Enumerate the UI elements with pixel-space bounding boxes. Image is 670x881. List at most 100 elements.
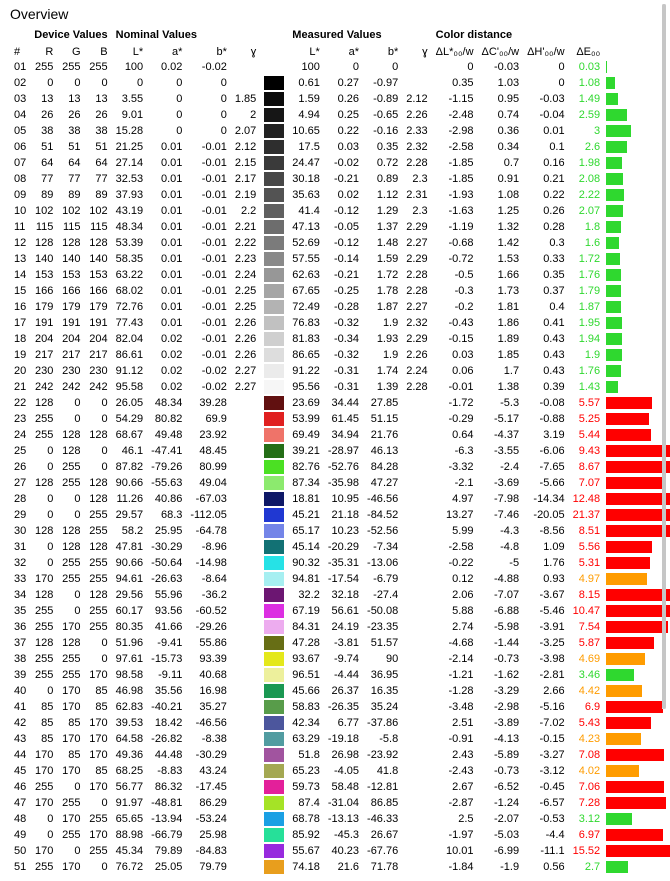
delta-e-value: 2.6: [569, 139, 605, 155]
color-swatch: [264, 316, 284, 330]
delta-e-value: 5.25: [569, 411, 605, 427]
delta-e-value: 9.43: [569, 443, 605, 459]
col-b: B: [85, 45, 112, 59]
delta-e-value: 10.47: [569, 603, 605, 619]
delta-e-value: 1.43: [569, 379, 605, 395]
color-swatch: [264, 796, 284, 810]
delta-e-value: 15.52: [569, 843, 605, 859]
delta-e-bar: [606, 125, 631, 137]
color-swatch: [264, 812, 284, 826]
color-swatch: [264, 716, 284, 730]
delta-e-bar: [606, 253, 620, 265]
color-swatch: [264, 172, 284, 186]
color-swatch: [264, 236, 284, 250]
delta-e-bar: [606, 845, 670, 857]
delta-e-bar: [606, 301, 621, 313]
delta-e-bar: [606, 477, 664, 489]
delta-e-bar: [606, 509, 670, 521]
delta-e-value: 5.57: [569, 395, 605, 411]
col-mb: b*: [363, 45, 402, 59]
delta-e-bar: [606, 781, 664, 793]
delta-e-bar: [606, 333, 622, 345]
scrollbar[interactable]: [662, 4, 666, 709]
delta-e-bar: [606, 461, 670, 473]
color-swatch: [264, 380, 284, 394]
table-row: 3925525517098.58-9.1140.6896.51-4.4436.9…: [10, 667, 670, 683]
delta-e-value: 7.08: [569, 747, 605, 763]
delta-e-bar: [606, 205, 623, 217]
delta-e-bar: [606, 189, 624, 201]
delta-e-value: 1.49: [569, 91, 605, 107]
table-row: 1719119119177.430.01-0.012.2676.83-0.321…: [10, 315, 670, 331]
color-swatch: [264, 476, 284, 490]
delta-e-value: 6.97: [569, 827, 605, 843]
delta-e-value: 1.72: [569, 251, 605, 267]
overview-title: Overview: [10, 6, 660, 22]
delta-e-value: 1.08: [569, 75, 605, 91]
color-swatch: [264, 188, 284, 202]
color-swatch: [264, 60, 284, 74]
table-row: 290025529.5768.3-112.0545.2121.18-84.521…: [10, 507, 670, 523]
group-device: Device Values: [30, 28, 111, 45]
group-nominal: Nominal Values: [112, 28, 261, 45]
delta-e-bar: [606, 765, 639, 777]
table-row: 0651515121.250.01-0.012.1217.50.030.352.…: [10, 139, 670, 155]
delta-e-bar: [606, 813, 632, 825]
table-row: 42858517039.5318.42-46.5642.346.77-37.86…: [10, 715, 670, 731]
color-swatch: [264, 492, 284, 506]
color-swatch: [264, 700, 284, 714]
delta-e-bar: [606, 285, 621, 297]
table-row: 280012811.2640.86-67.0318.8110.95-46.564…: [10, 491, 670, 507]
table-row: 1111511511548.340.01-0.012.2147.13-0.051…: [10, 219, 670, 235]
delta-e-value: 1.6: [569, 235, 605, 251]
delta-e-value: 1.95: [569, 315, 605, 331]
color-swatch: [264, 156, 284, 170]
color-swatch: [264, 444, 284, 458]
table-row: 0538383815.28002.0710.650.22-0.162.33-2.…: [10, 123, 670, 139]
delta-e-value: 21.37: [569, 507, 605, 523]
delta-e-bar: [606, 749, 664, 761]
delta-e-value: 5.44: [569, 427, 605, 443]
delta-e-value: 1.94: [569, 331, 605, 347]
delta-e-bar: [606, 269, 620, 281]
table-row: 0877777732.530.01-0.012.1730.18-0.210.89…: [10, 171, 670, 187]
col-dC: ΔC'₀₀/w: [478, 45, 524, 59]
delta-e-value: 4.97: [569, 571, 605, 587]
col-ma: a*: [324, 45, 363, 59]
color-swatch: [264, 124, 284, 138]
table-row: 012552552551000.02-0.02100000-0.0300.03: [10, 59, 670, 75]
delta-e-value: 7.07: [569, 475, 605, 491]
color-swatch: [264, 460, 284, 474]
table-row: 1617917917972.760.01-0.012.2572.49-0.281…: [10, 299, 670, 315]
color-swatch: [264, 764, 284, 778]
delta-e-bar: [606, 429, 651, 441]
delta-e-value: 7.06: [569, 779, 605, 795]
table-row: 46255017056.7786.32-17.4559.7358.48-12.8…: [10, 779, 670, 795]
delta-e-bar: [606, 317, 622, 329]
delta-e-value: 5.56: [569, 539, 605, 555]
table-row: 47170255091.97-48.8186.2987.4-31.0486.85…: [10, 795, 670, 811]
delta-e-value: 7.54: [569, 619, 605, 635]
table-row: 438517017064.58-26.82-8.3863.29-19.18-5.…: [10, 731, 670, 747]
color-swatch: [264, 604, 284, 618]
group-measured: Measured Values: [288, 28, 431, 45]
delta-e-bar: [606, 621, 668, 633]
delta-e-bar: [606, 653, 644, 665]
table-row: 0764646427.140.01-0.012.1524.47-0.020.72…: [10, 155, 670, 171]
delta-e-bar: [606, 365, 620, 377]
delta-e-value: 7.28: [569, 795, 605, 811]
color-swatch: [264, 300, 284, 314]
delta-e-bar: [606, 493, 670, 505]
color-swatch: [264, 652, 284, 666]
delta-e-value: 1.8: [569, 219, 605, 235]
col-nL: L*: [112, 45, 148, 59]
delta-e-value: 2.7: [569, 859, 605, 875]
delta-e-value: 3.46: [569, 667, 605, 683]
table-row: 1415315315363.220.01-0.012.2462.63-0.211…: [10, 267, 670, 283]
table-row: 48017025565.65-13.94-53.2468.78-13.13-46…: [10, 811, 670, 827]
delta-e-bar: [606, 669, 634, 681]
color-swatch: [264, 332, 284, 346]
delta-e-value: 2.22: [569, 187, 605, 203]
col-dE: ΔE₀₀: [569, 45, 605, 59]
delta-e-value: 1.9: [569, 347, 605, 363]
